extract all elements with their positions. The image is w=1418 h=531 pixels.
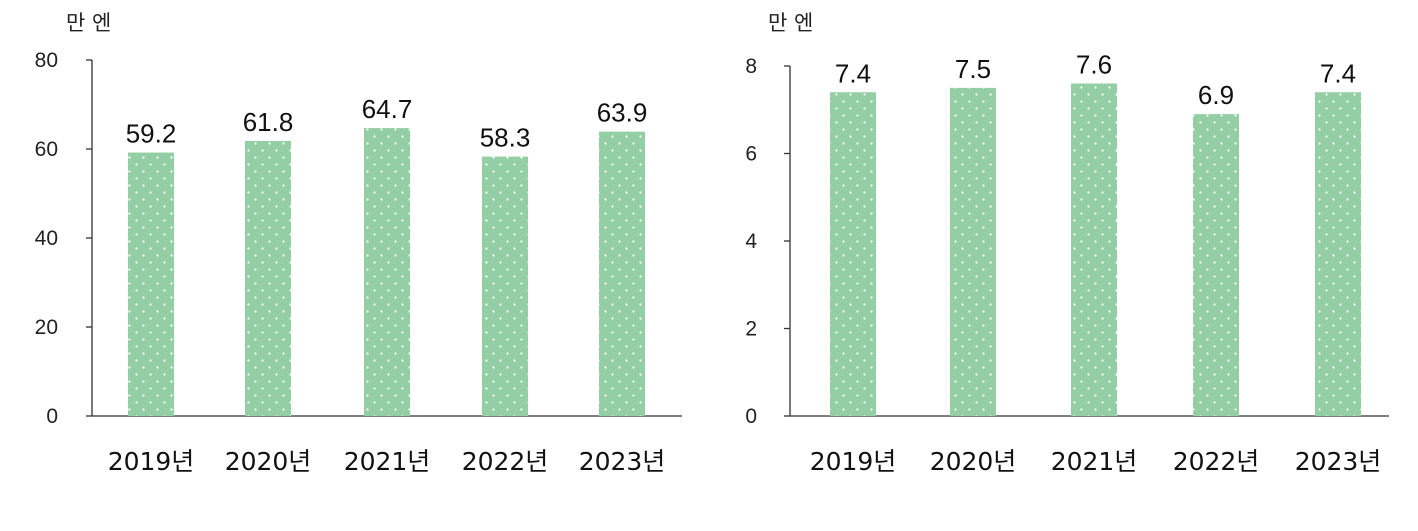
chart-right-value-label: 7.5 xyxy=(955,54,991,84)
chart-right-bar-2022년 xyxy=(1193,114,1239,416)
chart-right-y-tick-label: 6 xyxy=(745,143,757,166)
chart-right-value-label: 7.6 xyxy=(1076,50,1112,80)
chart-left-y-tick-label: 20 xyxy=(35,316,58,339)
chart-left-bar-2023년 xyxy=(599,131,645,416)
chart-right-category-label: 2020년 xyxy=(930,447,1017,476)
chart-left-y-tick-label: 80 xyxy=(35,49,58,72)
chart-right-bar-2020년 xyxy=(950,87,996,416)
chart-right-category-label: 2021년 xyxy=(1051,447,1138,476)
chart-right-y-tick-label: 8 xyxy=(745,55,757,78)
chart-right-category-label: 2023년 xyxy=(1295,447,1382,476)
chart-left: 만 엔 0 20 40 60 80 59.2 2019년 61.8 2020년 64.7 2021년… xyxy=(35,11,682,476)
chart-right-category-label: 2019년 xyxy=(810,447,897,476)
chart-right-bar-2023년 xyxy=(1315,92,1361,416)
chart-right: 만 엔 0 2 4 6 8 7.4 2019년 7.5 2020년 7.6 2021년 6.9 2022… xyxy=(745,11,1389,476)
chart-right-bar-2021년 xyxy=(1071,83,1117,416)
chart-left-value-label: 64.7 xyxy=(362,94,413,124)
chart-left-bar-2020년 xyxy=(245,140,291,417)
chart-right-y-tick-label: 4 xyxy=(745,230,757,253)
chart-left-value-label: 61.8 xyxy=(243,107,294,137)
chart-left-y-tick-label: 40 xyxy=(35,227,58,250)
chart-left-value-label: 58.3 xyxy=(480,123,531,153)
chart-right-value-label: 6.9 xyxy=(1198,80,1234,110)
chart-left-value-label: 63.9 xyxy=(597,98,648,128)
chart-right-value-label: 7.4 xyxy=(1320,58,1356,88)
chart-left-unit-label: 만 엔 xyxy=(66,11,111,35)
chart-left-bar-2021년 xyxy=(364,128,410,416)
chart-right-value-label: 7.4 xyxy=(835,58,871,88)
chart-left-y-tick-label: 0 xyxy=(46,405,58,428)
chart-right-bar-2019년 xyxy=(830,92,876,416)
chart-right-y-tick-label: 2 xyxy=(745,318,757,341)
chart-right-category-label: 2022년 xyxy=(1173,447,1260,476)
chart-left-category-label: 2023년 xyxy=(579,447,666,476)
chart-left-bar-2019년 xyxy=(128,152,174,416)
chart-left-category-label: 2021년 xyxy=(344,447,431,476)
chart-right-unit-label: 만 엔 xyxy=(768,11,813,35)
chart-left-category-label: 2022년 xyxy=(462,447,549,476)
chart-right-y-tick-label: 0 xyxy=(745,405,757,428)
chart-left-y-tick-label: 60 xyxy=(35,138,58,161)
chart-left-category-label: 2020년 xyxy=(225,447,312,476)
chart-left-category-label: 2019년 xyxy=(108,447,195,476)
chart-left-bar-2022년 xyxy=(482,156,528,416)
chart-left-value-label: 59.2 xyxy=(126,119,177,149)
